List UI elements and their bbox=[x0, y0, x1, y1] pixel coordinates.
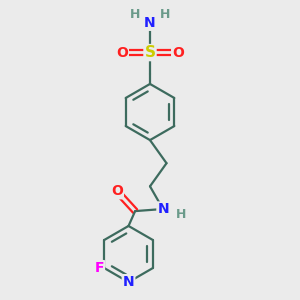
Text: O: O bbox=[172, 46, 184, 60]
Text: O: O bbox=[116, 46, 128, 60]
Text: N: N bbox=[144, 16, 156, 30]
Text: H: H bbox=[130, 8, 140, 21]
Text: N: N bbox=[123, 275, 134, 289]
Text: H: H bbox=[176, 208, 187, 221]
Text: H: H bbox=[160, 8, 170, 21]
Text: F: F bbox=[94, 261, 104, 275]
Text: S: S bbox=[145, 45, 155, 60]
Text: N: N bbox=[158, 202, 169, 216]
Text: O: O bbox=[111, 184, 123, 198]
